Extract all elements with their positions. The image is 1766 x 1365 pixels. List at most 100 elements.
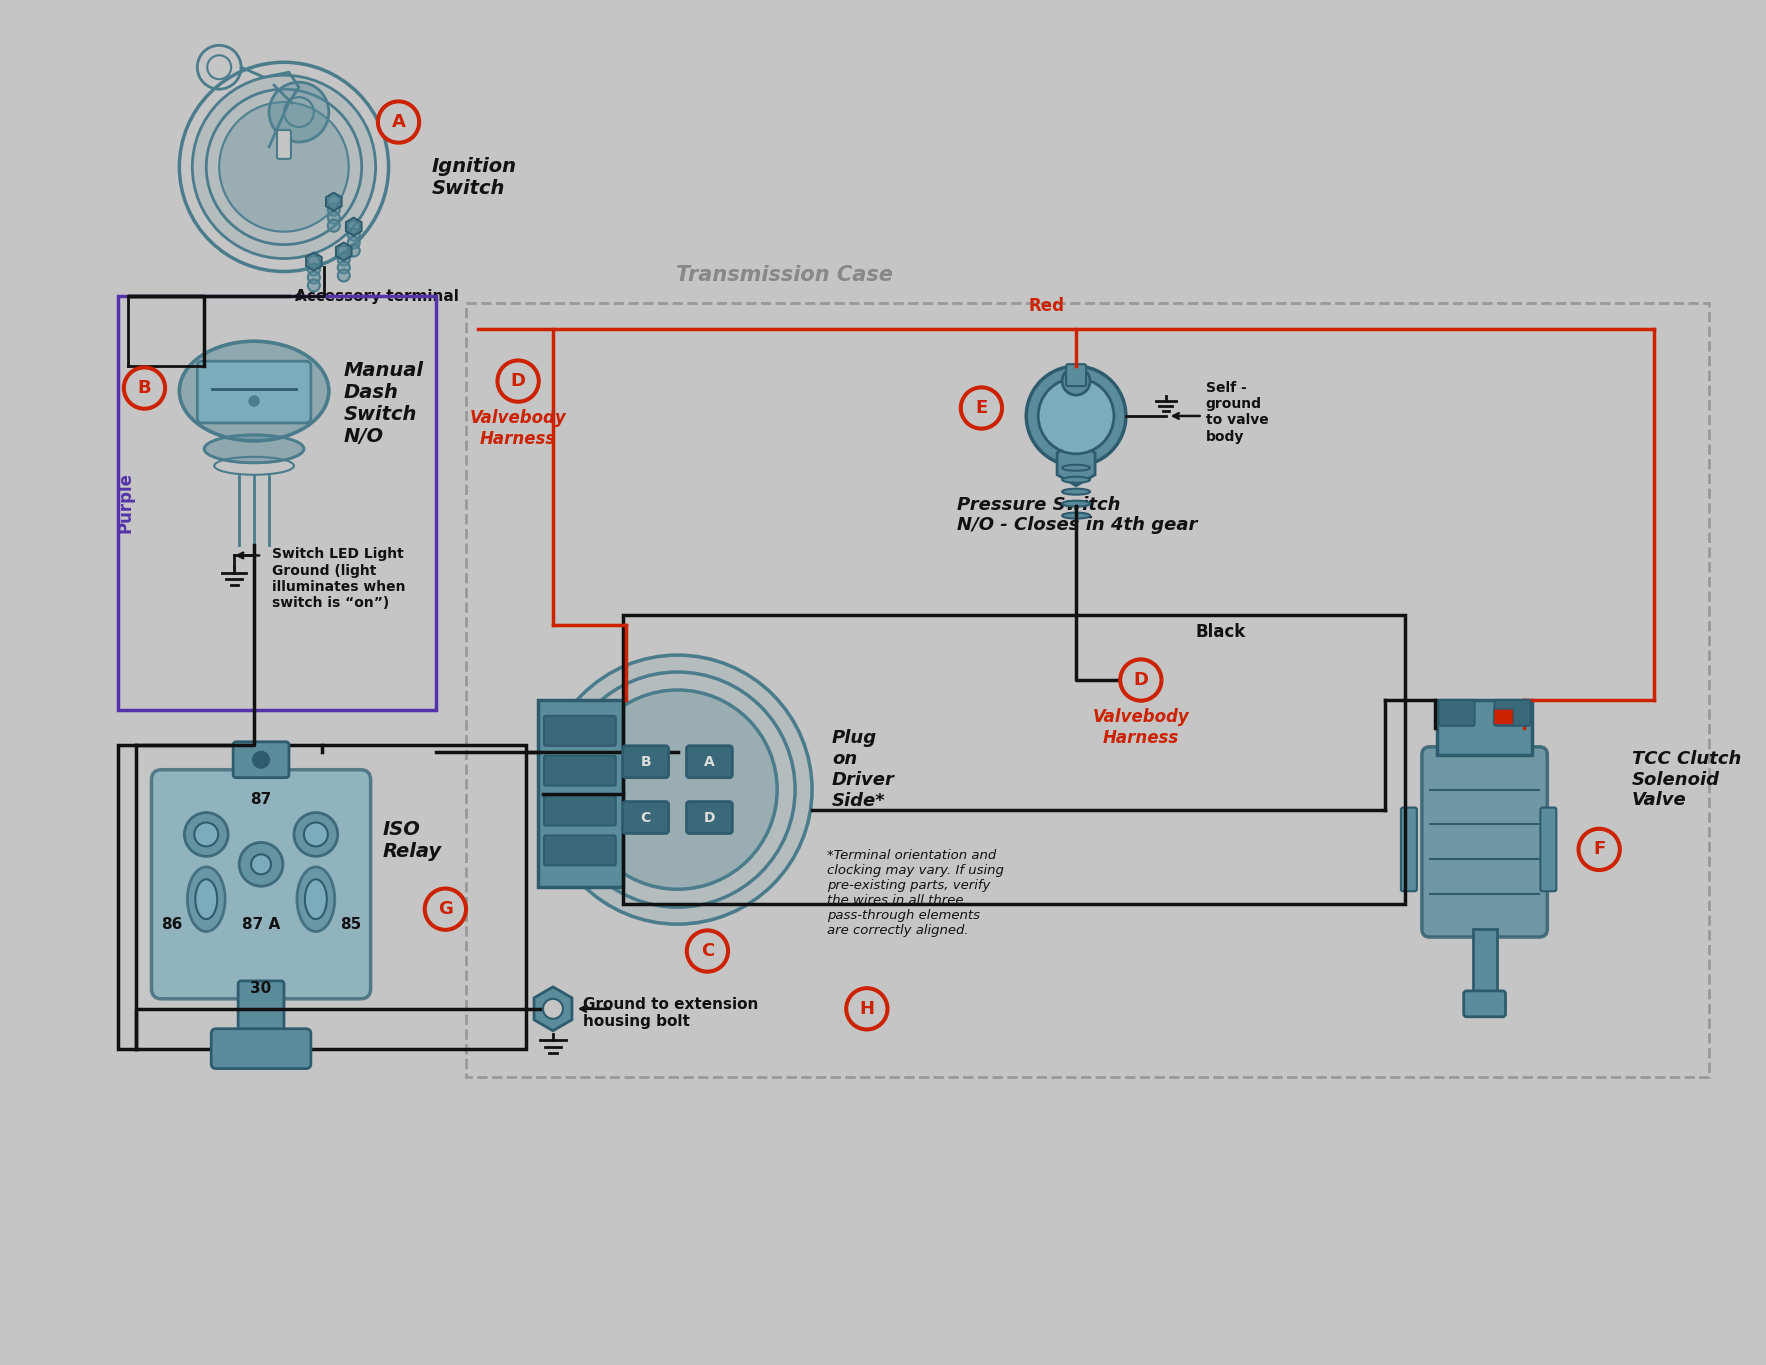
- Text: D: D: [510, 373, 526, 390]
- Circle shape: [427, 891, 463, 927]
- Text: Pressure Switch
N/O - Closes in 4th gear: Pressure Switch N/O - Closes in 4th gear: [957, 495, 1197, 535]
- Circle shape: [1120, 659, 1162, 702]
- Text: TCC Clutch
Solenoid
Valve: TCC Clutch Solenoid Valve: [1632, 749, 1741, 809]
- Circle shape: [238, 842, 283, 886]
- Text: 86: 86: [161, 917, 182, 932]
- Text: F: F: [1593, 841, 1605, 859]
- Circle shape: [1061, 367, 1090, 394]
- Ellipse shape: [1061, 476, 1090, 483]
- Text: Black: Black: [1196, 624, 1245, 642]
- Circle shape: [251, 854, 270, 875]
- Circle shape: [194, 823, 219, 846]
- Circle shape: [184, 812, 228, 856]
- FancyBboxPatch shape: [623, 801, 669, 834]
- Circle shape: [687, 930, 728, 972]
- FancyBboxPatch shape: [623, 745, 669, 778]
- Ellipse shape: [1061, 501, 1090, 506]
- Circle shape: [268, 82, 328, 142]
- Circle shape: [689, 934, 726, 969]
- FancyBboxPatch shape: [152, 770, 371, 999]
- Text: B: B: [138, 379, 152, 397]
- Circle shape: [378, 101, 420, 143]
- Circle shape: [307, 263, 320, 276]
- Ellipse shape: [297, 867, 336, 931]
- Circle shape: [846, 988, 888, 1029]
- Circle shape: [500, 363, 537, 399]
- Text: Ground to extension
housing bolt: Ground to extension housing bolt: [583, 996, 758, 1029]
- Ellipse shape: [1061, 465, 1090, 471]
- Circle shape: [542, 999, 563, 1018]
- Circle shape: [328, 203, 339, 216]
- FancyBboxPatch shape: [544, 715, 616, 745]
- FancyBboxPatch shape: [687, 801, 733, 834]
- Circle shape: [304, 823, 328, 846]
- Circle shape: [127, 370, 162, 405]
- Ellipse shape: [306, 879, 327, 919]
- Ellipse shape: [196, 879, 217, 919]
- Circle shape: [577, 689, 777, 889]
- FancyBboxPatch shape: [1422, 747, 1547, 938]
- Ellipse shape: [187, 867, 226, 931]
- Circle shape: [124, 367, 166, 409]
- FancyBboxPatch shape: [1439, 700, 1475, 726]
- Text: Valvebody
Harness: Valvebody Harness: [470, 410, 567, 448]
- Text: Purple: Purple: [117, 472, 134, 534]
- Ellipse shape: [1061, 489, 1090, 494]
- Text: Switch LED Light
Ground (light
illuminates when
switch is “on”): Switch LED Light Ground (light illuminat…: [272, 547, 406, 610]
- Circle shape: [1026, 366, 1127, 465]
- Circle shape: [337, 246, 350, 258]
- Circle shape: [293, 812, 337, 856]
- Text: ISO
Relay: ISO Relay: [383, 819, 442, 860]
- FancyBboxPatch shape: [1464, 991, 1506, 1017]
- Circle shape: [337, 269, 350, 281]
- Circle shape: [542, 655, 812, 924]
- Circle shape: [192, 75, 376, 258]
- Circle shape: [337, 262, 350, 273]
- Bar: [466, 303, 1709, 1077]
- Circle shape: [249, 396, 260, 405]
- Circle shape: [1581, 831, 1618, 867]
- Text: Accessory terminal: Accessory terminal: [295, 289, 459, 304]
- FancyBboxPatch shape: [544, 796, 616, 826]
- Circle shape: [348, 236, 360, 248]
- Circle shape: [328, 195, 339, 207]
- Circle shape: [219, 102, 348, 232]
- Circle shape: [307, 255, 320, 268]
- Bar: [118, 296, 436, 710]
- FancyBboxPatch shape: [1067, 364, 1086, 386]
- Bar: [1438, 700, 1533, 755]
- Text: Ignition
Switch: Ignition Switch: [431, 157, 516, 198]
- Circle shape: [307, 280, 320, 291]
- FancyBboxPatch shape: [544, 756, 616, 786]
- Text: H: H: [860, 999, 874, 1018]
- FancyBboxPatch shape: [1494, 708, 1513, 725]
- Text: Red: Red: [1028, 298, 1065, 315]
- Text: D: D: [1134, 672, 1148, 689]
- Bar: [1473, 930, 1496, 1003]
- Ellipse shape: [180, 341, 328, 441]
- Text: Self -
ground
to valve
body: Self - ground to valve body: [1206, 381, 1268, 444]
- Circle shape: [328, 220, 339, 232]
- Circle shape: [328, 212, 339, 224]
- Circle shape: [849, 991, 885, 1026]
- Circle shape: [348, 221, 360, 232]
- Circle shape: [348, 229, 360, 240]
- Circle shape: [253, 752, 268, 767]
- Circle shape: [961, 388, 1003, 429]
- Bar: [623, 616, 1406, 904]
- Text: 30: 30: [251, 981, 272, 996]
- FancyBboxPatch shape: [233, 741, 290, 778]
- Circle shape: [381, 104, 417, 141]
- FancyBboxPatch shape: [238, 981, 284, 1041]
- Text: C: C: [701, 942, 713, 960]
- FancyBboxPatch shape: [198, 362, 311, 423]
- Circle shape: [348, 244, 360, 257]
- Bar: [118, 745, 526, 1048]
- Circle shape: [307, 272, 320, 284]
- FancyBboxPatch shape: [1400, 808, 1416, 891]
- FancyBboxPatch shape: [1540, 808, 1556, 891]
- Text: 85: 85: [341, 917, 362, 932]
- Circle shape: [1123, 662, 1158, 698]
- FancyBboxPatch shape: [212, 1029, 311, 1069]
- Circle shape: [424, 889, 466, 930]
